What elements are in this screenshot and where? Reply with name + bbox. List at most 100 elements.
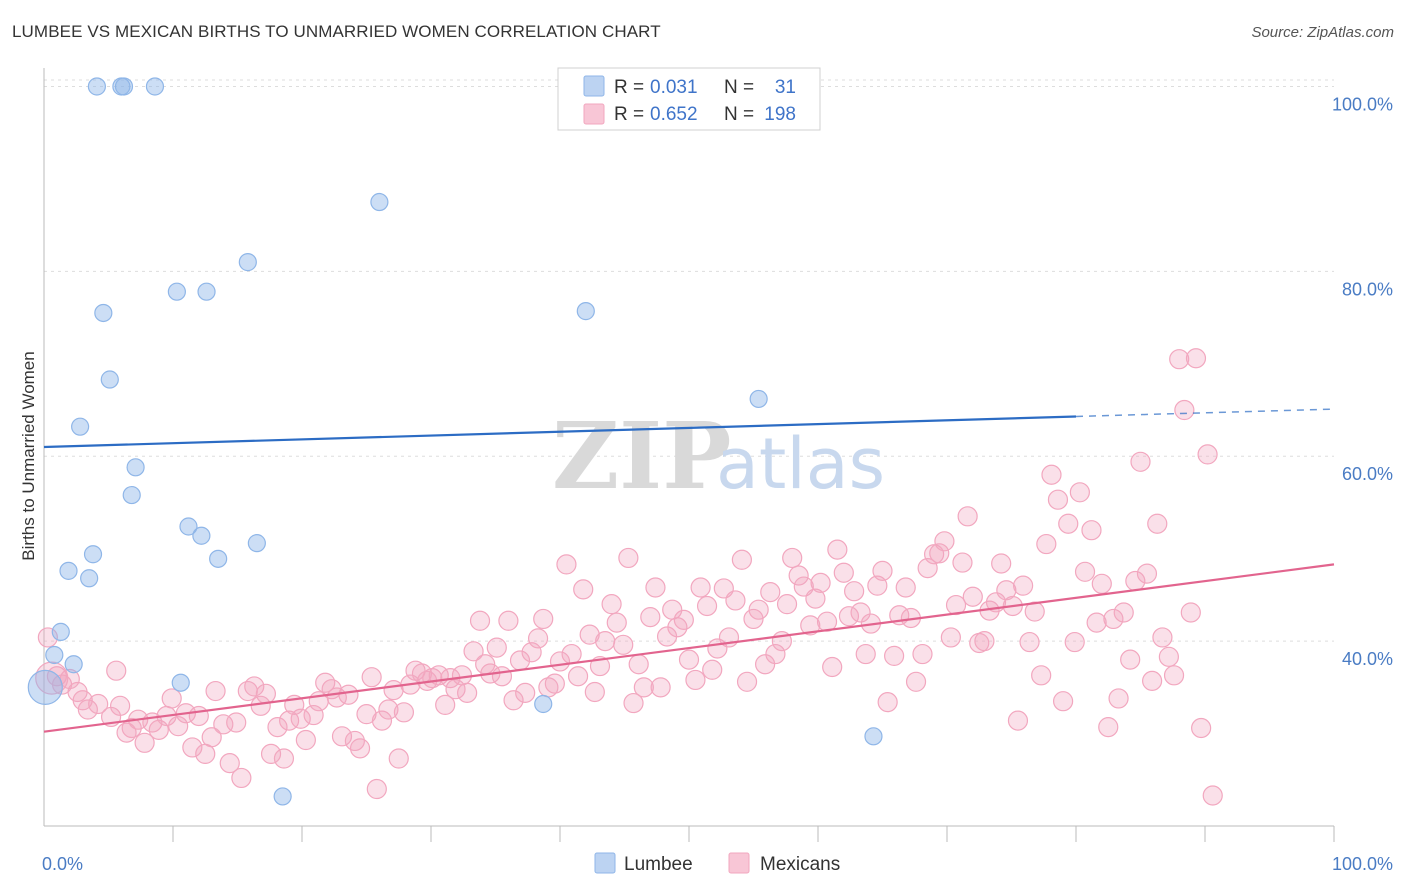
mexicans-point-198 xyxy=(1191,717,1212,739)
mexicans-point-142 xyxy=(877,692,898,713)
mexicans-point-26 xyxy=(213,714,234,735)
gridlines xyxy=(44,79,1334,642)
mexicans-point-111 xyxy=(702,659,723,680)
mexicans-point-29 xyxy=(231,767,252,789)
lumbee-point-3 xyxy=(145,77,165,96)
mexicans-point-175 xyxy=(1064,631,1085,653)
mexicans-point-126 xyxy=(788,565,809,586)
mexicans-point-108 xyxy=(685,669,706,691)
lumbee-point-10 xyxy=(576,302,595,321)
lumbee-point-7 xyxy=(167,282,186,301)
legend-swatch-lumbee xyxy=(583,75,605,97)
mexicans-point-46 xyxy=(331,726,353,747)
mexicans-point-141 xyxy=(872,560,893,581)
correlation-legend: R = 0.031 N = 31 R = 0.652 N = 198 xyxy=(557,67,821,131)
mexicans-point-125 xyxy=(782,547,803,569)
legend-r-label-mexicans: R = xyxy=(614,104,644,125)
legend-r-label-lumbee: R = xyxy=(614,77,644,98)
mexicans-point-24 xyxy=(201,727,222,748)
mexicans-point-135 xyxy=(838,606,860,627)
mexicans-point-40 xyxy=(295,729,316,751)
mexicans-point-183 xyxy=(1108,688,1129,709)
bottom-legend-label-mexicans: Mexicans xyxy=(760,854,840,875)
y-tick-label-80: 80.0% xyxy=(1342,279,1393,299)
mexicans-point-170 xyxy=(1036,533,1057,555)
mexicans-point-75 xyxy=(498,610,519,631)
mexicans-point-143 xyxy=(884,645,905,667)
mexicans-point-35 xyxy=(267,716,288,738)
mexicans-point-94 xyxy=(606,612,627,633)
mexicans-point-119 xyxy=(748,599,769,620)
mexicans-point-27 xyxy=(219,753,240,774)
lumbee-point-26 xyxy=(171,673,190,692)
mexicans-point-194 xyxy=(1169,349,1190,370)
y-axis-title: Births to Unmarried Women xyxy=(19,351,38,560)
lumbee-point-16 xyxy=(179,517,198,536)
mexicans-point-169 xyxy=(1031,665,1052,686)
mexicans-point-39 xyxy=(290,708,311,729)
lumbee-point-28 xyxy=(534,694,553,714)
mexicans-point-54 xyxy=(378,699,399,720)
mexicans-point-101 xyxy=(645,577,666,598)
chart-source: Source: ZipAtlas.com xyxy=(1251,24,1394,41)
mexicans-point-7 xyxy=(88,693,109,715)
mexicans-point-132 xyxy=(822,656,843,678)
mexicans-point-197 xyxy=(1185,348,1207,369)
lumbee-point-29 xyxy=(864,727,883,746)
mexicans-point-93 xyxy=(601,594,622,615)
y-tick-label-60: 60.0% xyxy=(1342,464,1393,484)
mexicans-point-193 xyxy=(1163,665,1185,686)
mexicans-point-73 xyxy=(486,637,507,658)
mexicans-point-34 xyxy=(260,743,282,764)
lumbee-trend-line-extension xyxy=(1075,408,1335,418)
mexicans-point-109 xyxy=(690,577,711,598)
mexicans-point-145 xyxy=(895,577,916,598)
mexicans-point-182 xyxy=(1103,608,1124,630)
lumbee-point-15 xyxy=(122,485,141,505)
mexicans-point-190 xyxy=(1147,513,1168,534)
watermark-zip: ZIP xyxy=(552,402,731,510)
mexicans-point-18 xyxy=(161,688,182,709)
mexicans-point-129 xyxy=(805,588,826,609)
x-ticks xyxy=(172,826,1335,842)
y-tick-label-40: 40.0% xyxy=(1342,649,1393,669)
mexicans-point-189 xyxy=(1142,670,1163,691)
mexicans-point-151 xyxy=(929,543,950,564)
mexicans-point-22 xyxy=(188,705,209,727)
mexicans-point-124 xyxy=(776,594,798,615)
mexicans-point-138 xyxy=(855,643,876,665)
mexicans-point-172 xyxy=(1047,489,1069,510)
mexicans-point-96 xyxy=(618,547,639,569)
lumbee-point-17 xyxy=(192,526,211,545)
mexicans-point-78 xyxy=(515,682,536,703)
mexicans-point-153 xyxy=(940,627,961,648)
y-tick-label-100: 100.0% xyxy=(1332,94,1393,114)
chart-title: LUMBEE VS MEXICAN BIRTHS TO UNMARRIED WO… xyxy=(12,22,661,41)
mexicans-point-55 xyxy=(383,680,404,701)
mexicans-point-36 xyxy=(273,748,295,769)
lumbee-point-8 xyxy=(197,282,216,301)
mexicans-point-49 xyxy=(349,738,371,759)
legend-n-label-lumbee: N = xyxy=(724,77,754,98)
mexicans-point-152 xyxy=(934,531,955,552)
mexicans-point-200 xyxy=(1202,785,1223,806)
lumbee-point-25 xyxy=(64,655,83,674)
mexicans-point-51 xyxy=(361,667,382,688)
watermark: ZIP atlas xyxy=(552,402,885,510)
mexicans-point-68 xyxy=(457,682,478,703)
mexicans-point-28 xyxy=(226,712,247,733)
mexicans-point-173 xyxy=(1052,691,1074,712)
mexicans-point-128 xyxy=(800,615,821,636)
lumbee-point-2 xyxy=(114,77,134,96)
mexicans-point-70 xyxy=(469,610,491,631)
mexicans-point-47 xyxy=(338,684,359,705)
mexicans-point-187 xyxy=(1130,451,1151,472)
mexicans-point-166 xyxy=(1013,575,1034,596)
mexicans-point-10 xyxy=(110,695,131,716)
mexicans-point-192 xyxy=(1158,646,1179,667)
mexicans-point-174 xyxy=(1058,513,1079,534)
legend-r-value-lumbee: 0.031 xyxy=(650,77,698,98)
mexicans-point-56 xyxy=(388,748,409,769)
mexicans-point-191 xyxy=(1152,627,1173,648)
lumbee-point-0 xyxy=(87,77,106,96)
